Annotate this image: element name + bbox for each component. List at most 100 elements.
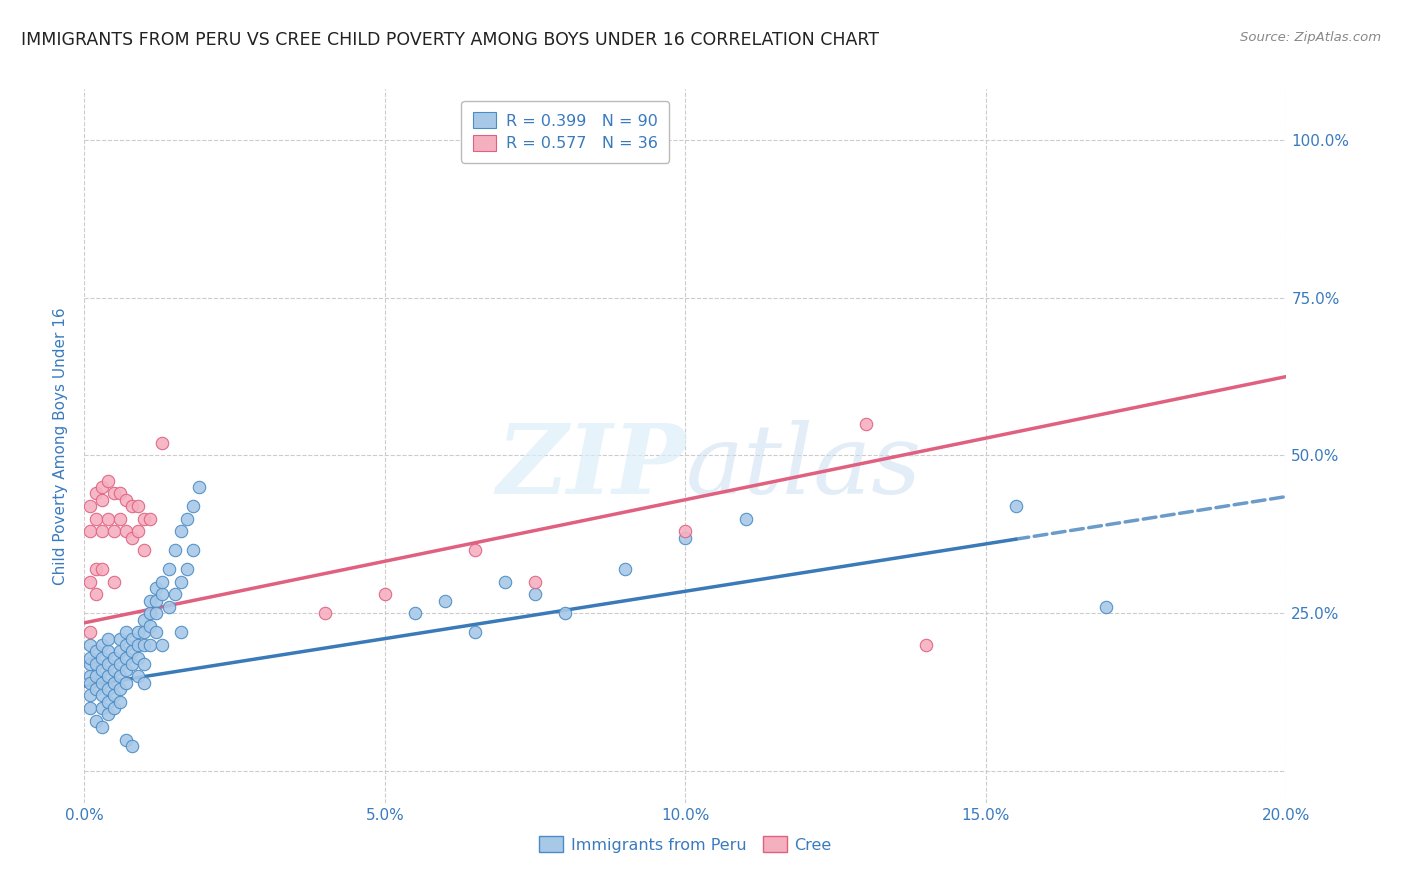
Point — [103, 663, 125, 677]
Point — [79, 657, 101, 671]
Point — [176, 562, 198, 576]
Point — [152, 574, 174, 589]
Text: atlas: atlas — [686, 420, 921, 515]
Point — [103, 574, 125, 589]
Point — [121, 657, 143, 671]
Point — [91, 689, 114, 703]
Point — [86, 587, 108, 601]
Point — [97, 707, 120, 722]
Point — [103, 486, 125, 500]
Point — [97, 632, 120, 646]
Point — [115, 638, 138, 652]
Point — [115, 524, 138, 539]
Text: IMMIGRANTS FROM PERU VS CREE CHILD POVERTY AMONG BOYS UNDER 16 CORRELATION CHART: IMMIGRANTS FROM PERU VS CREE CHILD POVER… — [21, 31, 879, 49]
Point — [169, 574, 191, 589]
Point — [86, 644, 108, 658]
Point — [163, 587, 186, 601]
Point — [103, 701, 125, 715]
Point — [145, 607, 167, 621]
Point — [139, 607, 162, 621]
Point — [86, 486, 108, 500]
Point — [139, 638, 162, 652]
Point — [86, 511, 108, 525]
Legend: Immigrants from Peru, Cree: Immigrants from Peru, Cree — [533, 830, 838, 859]
Point — [86, 669, 108, 683]
Point — [152, 435, 174, 450]
Point — [434, 593, 457, 607]
Point — [157, 600, 180, 615]
Point — [524, 574, 547, 589]
Point — [79, 650, 101, 665]
Point — [79, 524, 101, 539]
Point — [97, 669, 120, 683]
Point — [91, 638, 114, 652]
Point — [79, 689, 101, 703]
Point — [915, 638, 938, 652]
Point — [115, 650, 138, 665]
Point — [86, 562, 108, 576]
Point — [91, 480, 114, 494]
Point — [127, 499, 149, 513]
Point — [97, 695, 120, 709]
Point — [181, 543, 204, 558]
Point — [139, 511, 162, 525]
Point — [404, 607, 426, 621]
Point — [464, 543, 486, 558]
Point — [91, 701, 114, 715]
Point — [1005, 499, 1028, 513]
Point — [86, 657, 108, 671]
Point — [145, 625, 167, 640]
Point — [152, 587, 174, 601]
Point — [121, 632, 143, 646]
Point — [115, 625, 138, 640]
Point — [110, 632, 132, 646]
Point — [121, 644, 143, 658]
Point — [110, 486, 132, 500]
Point — [97, 644, 120, 658]
Point — [145, 593, 167, 607]
Point — [464, 625, 486, 640]
Point — [79, 574, 101, 589]
Point — [134, 511, 156, 525]
Point — [187, 480, 209, 494]
Point — [97, 511, 120, 525]
Point — [110, 669, 132, 683]
Point — [614, 562, 637, 576]
Text: ZIP: ZIP — [496, 420, 686, 515]
Point — [675, 531, 697, 545]
Point — [169, 524, 191, 539]
Point — [121, 531, 143, 545]
Point — [134, 613, 156, 627]
Point — [115, 675, 138, 690]
Point — [494, 574, 516, 589]
Point — [127, 625, 149, 640]
Y-axis label: Child Poverty Among Boys Under 16: Child Poverty Among Boys Under 16 — [53, 307, 69, 585]
Point — [86, 714, 108, 728]
Point — [157, 562, 180, 576]
Point — [139, 619, 162, 633]
Point — [314, 607, 336, 621]
Point — [1095, 600, 1118, 615]
Point — [855, 417, 877, 431]
Point — [374, 587, 396, 601]
Text: Source: ZipAtlas.com: Source: ZipAtlas.com — [1240, 31, 1381, 45]
Point — [134, 625, 156, 640]
Point — [79, 669, 101, 683]
Point — [91, 492, 114, 507]
Point — [115, 492, 138, 507]
Point — [110, 511, 132, 525]
Point — [163, 543, 186, 558]
Point — [176, 511, 198, 525]
Point — [103, 650, 125, 665]
Point — [121, 499, 143, 513]
Point — [127, 524, 149, 539]
Point — [127, 638, 149, 652]
Point — [115, 732, 138, 747]
Point — [110, 644, 132, 658]
Point — [115, 663, 138, 677]
Point — [79, 625, 101, 640]
Point — [79, 701, 101, 715]
Point — [169, 625, 191, 640]
Point — [97, 474, 120, 488]
Point — [134, 657, 156, 671]
